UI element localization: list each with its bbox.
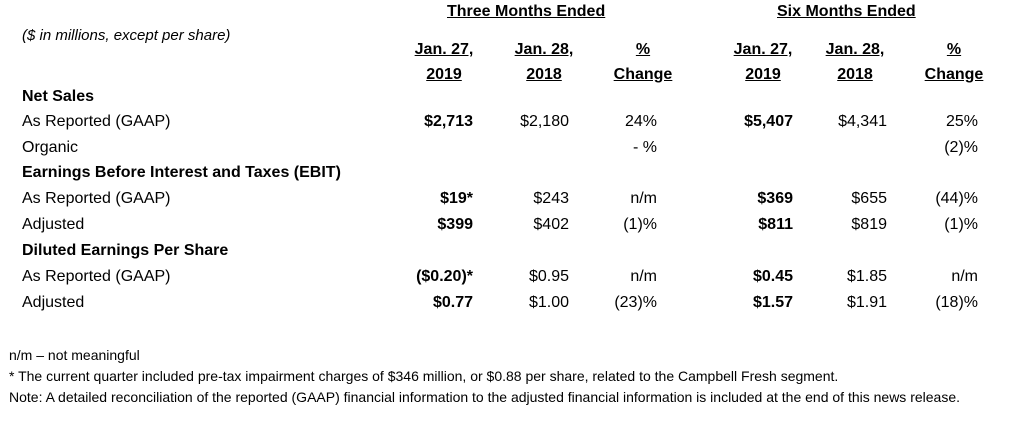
table-cell: $811 bbox=[758, 216, 793, 233]
footnotes: n/m – not meaningful * The current quart… bbox=[9, 345, 1009, 408]
col-header-line1: % bbox=[946, 41, 962, 58]
table-row: As Reported (GAAP) ($0.20)* $0.95 n/m $0.45 $… bbox=[0, 268, 1024, 294]
table-row: Organic - % (2)% bbox=[0, 139, 1024, 165]
col-header-line1: Jan. 27, bbox=[414, 41, 474, 58]
table-cell: (1)% bbox=[944, 216, 978, 233]
table-cell: $19* bbox=[440, 190, 473, 207]
table-cell: $1.00 bbox=[528, 294, 569, 311]
table-cell: $0.45 bbox=[752, 268, 793, 285]
table-cell: $1.57 bbox=[752, 294, 793, 311]
table-cell: $243 bbox=[533, 190, 569, 207]
col-header-line2: 2019 bbox=[745, 66, 781, 83]
col-header-h-change: % Change bbox=[914, 37, 994, 87]
table-cell: n/m bbox=[630, 268, 657, 285]
table-cell: $369 bbox=[757, 190, 793, 207]
table-cell: $1.91 bbox=[846, 294, 887, 311]
table-cell: (1)% bbox=[623, 216, 657, 233]
col-header-h-2018: Jan. 28, 2018 bbox=[815, 37, 895, 87]
section-label: Earnings Before Interest and Taxes (EBIT… bbox=[22, 164, 341, 181]
footnote-note: Note: A detailed reconciliation of the r… bbox=[9, 389, 960, 405]
table-cell: 25% bbox=[945, 113, 978, 130]
col-header-line2: Change bbox=[924, 66, 984, 83]
col-header-q-2018: Jan. 28, 2018 bbox=[504, 37, 584, 87]
col-header-line2: 2019 bbox=[426, 66, 462, 83]
col-header-line1: % bbox=[635, 41, 651, 58]
table-cell: (23)% bbox=[614, 294, 657, 311]
table-cell: 24% bbox=[624, 113, 657, 130]
col-header-line2: Change bbox=[613, 66, 673, 83]
footnote-asterisk: * The current quarter included pre-tax i… bbox=[9, 368, 839, 384]
section-row: Diluted Earnings Per Share bbox=[0, 242, 1024, 268]
section-row: Net Sales bbox=[0, 88, 1024, 114]
table-cell: $4,341 bbox=[838, 113, 887, 130]
table-cell: n/m bbox=[951, 268, 978, 285]
three-months-header: Three Months Ended bbox=[447, 3, 606, 20]
row-label: As Reported (GAAP) bbox=[22, 268, 171, 285]
table-cell: $1.85 bbox=[846, 268, 887, 285]
col-header-line1: Jan. 27, bbox=[733, 41, 793, 58]
table-row: As Reported (GAAP) $19* $243 n/m $369 $655 (44… bbox=[0, 190, 1024, 216]
table-cell: ($0.20)* bbox=[416, 268, 473, 285]
col-header-line2: 2018 bbox=[526, 66, 562, 83]
table-cell: (18)% bbox=[935, 294, 978, 311]
table-cell: $655 bbox=[851, 190, 887, 207]
table-row: Adjusted $0.77 $1.00 (23)% $1.57 $1.91 (18)% bbox=[0, 294, 1024, 320]
col-header-h-2019: Jan. 27, 2019 bbox=[723, 37, 803, 87]
col-header-q-change: % Change bbox=[603, 37, 683, 87]
row-label: Adjusted bbox=[22, 294, 85, 311]
section-label: Diluted Earnings Per Share bbox=[22, 242, 229, 259]
table-row: As Reported (GAAP) $2,713 $2,180 24% $5,407 $… bbox=[0, 113, 1024, 139]
table-cell: $0.77 bbox=[432, 294, 473, 311]
col-header-line1: Jan. 28, bbox=[514, 41, 574, 58]
table-cell: $402 bbox=[533, 216, 569, 233]
table-cell: $2,713 bbox=[424, 113, 473, 130]
row-label: As Reported (GAAP) bbox=[22, 113, 171, 130]
footnote-nm: n/m – not meaningful bbox=[9, 347, 140, 363]
table-cell: $2,180 bbox=[520, 113, 569, 130]
table-row: Adjusted $399 $402 (1)% $811 $819 (1)% bbox=[0, 216, 1024, 242]
table-cell: $399 bbox=[437, 216, 473, 233]
col-header-line1: Jan. 28, bbox=[825, 41, 885, 58]
table-cell: $819 bbox=[851, 216, 887, 233]
col-header-line2: 2018 bbox=[837, 66, 873, 83]
col-header-q-2019: Jan. 27, 2019 bbox=[404, 37, 484, 87]
row-label: Adjusted bbox=[22, 216, 85, 233]
units-note: ($ in millions, except per share) bbox=[22, 27, 231, 44]
row-label: Organic bbox=[22, 139, 79, 156]
table-cell: - % bbox=[633, 139, 657, 156]
table-cell: n/m bbox=[630, 190, 657, 207]
section-label: Net Sales bbox=[22, 88, 95, 105]
section-row: Earnings Before Interest and Taxes (EBIT… bbox=[0, 164, 1024, 190]
six-months-header: Six Months Ended bbox=[777, 3, 916, 20]
table-cell: (2)% bbox=[944, 139, 978, 156]
table-cell: (44)% bbox=[935, 190, 978, 207]
table-cell: $5,407 bbox=[744, 113, 793, 130]
row-label: As Reported (GAAP) bbox=[22, 190, 171, 207]
table-cell: $0.95 bbox=[528, 268, 569, 285]
